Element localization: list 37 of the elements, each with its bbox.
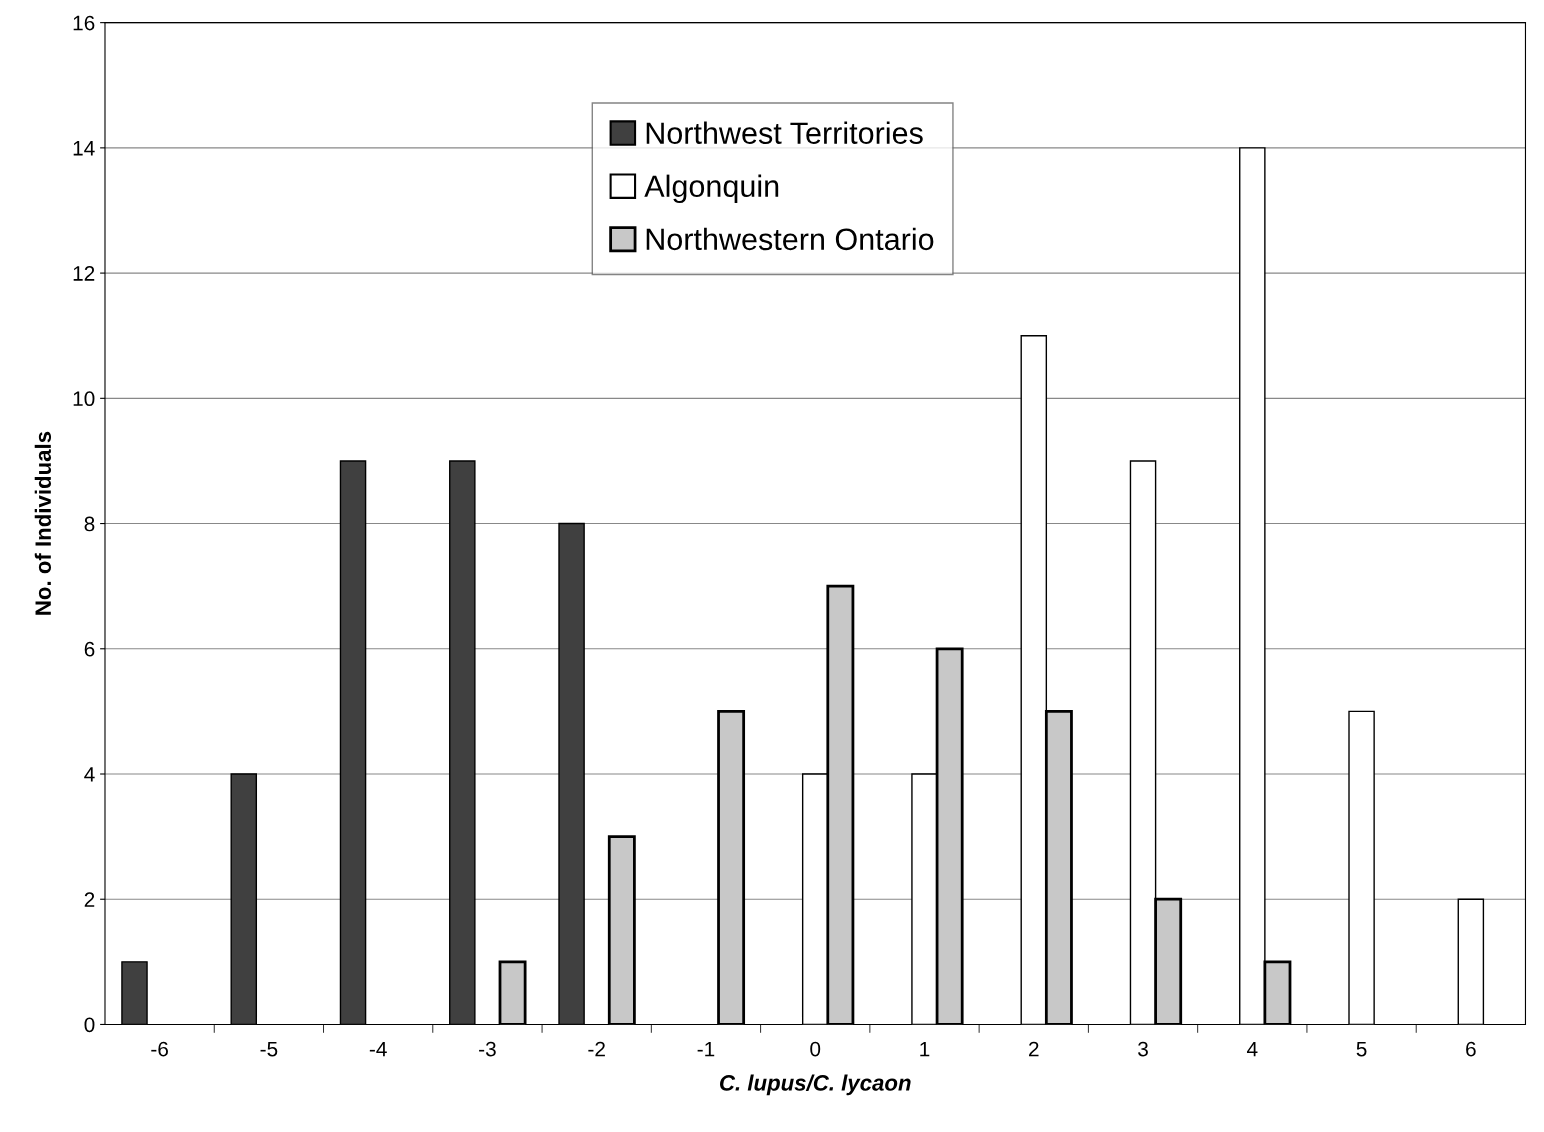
bar bbox=[717, 710, 746, 1025]
y-tick-label: 14 bbox=[73, 141, 95, 156]
legend-label: Northwest Territories bbox=[646, 121, 923, 144]
x-tick-label: -5 bbox=[260, 1041, 278, 1057]
y-tick-label: 12 bbox=[73, 266, 95, 281]
y-tick-label: 0 bbox=[84, 1017, 95, 1033]
bar bbox=[607, 835, 636, 1025]
bar bbox=[230, 773, 258, 1025]
y-tick-label: 2 bbox=[84, 892, 95, 907]
bar bbox=[1457, 898, 1485, 1025]
x-tick-label: -6 bbox=[151, 1041, 168, 1057]
legend-label: Northwestern Ontario bbox=[646, 227, 934, 251]
x-tick-label: 3 bbox=[1138, 1041, 1148, 1057]
bar bbox=[339, 460, 367, 1025]
x-tick-label: 5 bbox=[1356, 1041, 1367, 1057]
x-tick-label: 4 bbox=[1246, 1041, 1258, 1057]
bar bbox=[1348, 710, 1375, 1025]
y-tick-label: 4 bbox=[84, 767, 95, 782]
y-tick-label: 8 bbox=[84, 516, 95, 532]
x-tick-label: -2 bbox=[588, 1041, 605, 1057]
x-tick-label: -1 bbox=[697, 1041, 715, 1057]
legend-label: Algonquin bbox=[644, 174, 779, 204]
x-tick-label: -4 bbox=[369, 1041, 387, 1057]
y-tick-label: 10 bbox=[73, 391, 95, 407]
y-tick-label: 6 bbox=[84, 641, 95, 657]
x-tick-label: 0 bbox=[810, 1041, 821, 1057]
bar bbox=[449, 460, 476, 1025]
y-tick-label: 16 bbox=[73, 15, 95, 31]
x-tick-label: 2 bbox=[1029, 1041, 1039, 1057]
bar bbox=[121, 961, 148, 1025]
bar bbox=[498, 960, 527, 1025]
x-tick-label: -3 bbox=[479, 1041, 496, 1057]
y-axis-title: No. of Individuals bbox=[34, 431, 52, 615]
bar bbox=[558, 522, 585, 1025]
x-tick-label: 6 bbox=[1466, 1041, 1476, 1057]
x-tick-label: 1 bbox=[920, 1041, 930, 1057]
x-axis-title: C. lupus/C. lycaon bbox=[720, 1074, 911, 1096]
